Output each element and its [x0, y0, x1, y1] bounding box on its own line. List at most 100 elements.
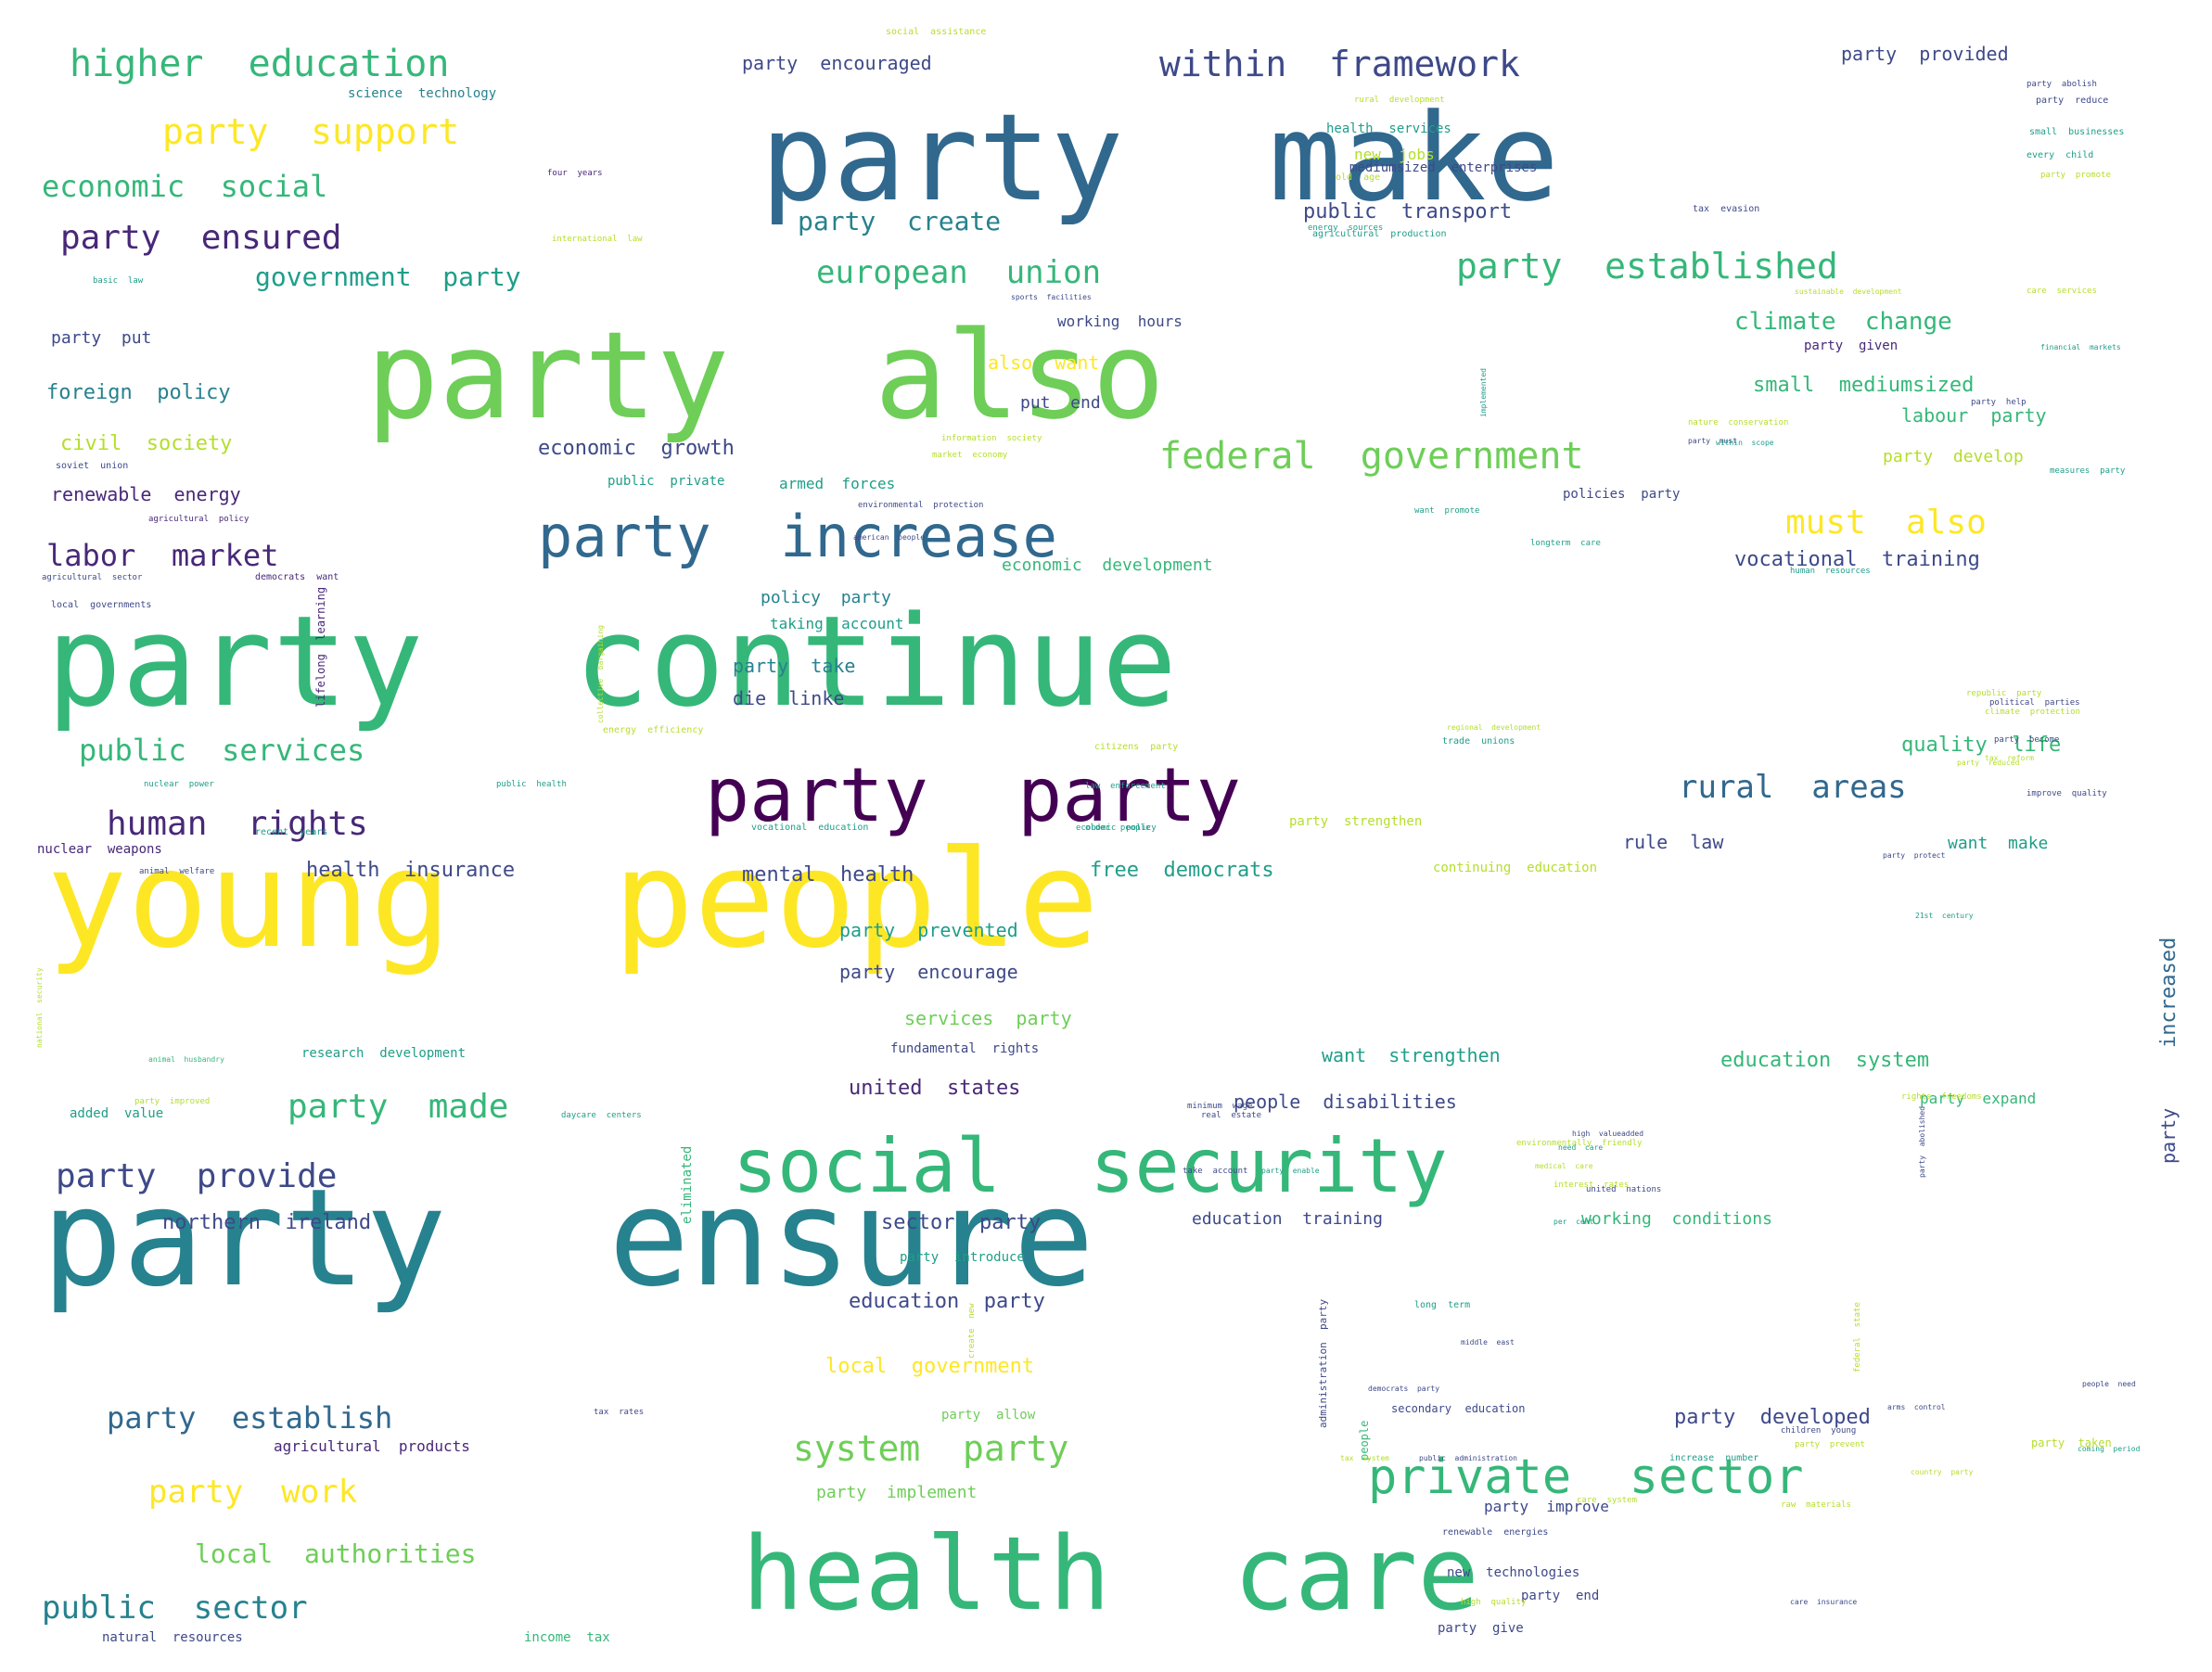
word-high-valueadded: high valueadded	[1572, 1130, 1643, 1138]
word-sports-facilities: sports facilities	[1011, 293, 1092, 301]
word-european-union: european union	[816, 254, 1101, 291]
word-health-insurance: health insurance	[306, 859, 515, 882]
word-government-party: government party	[255, 262, 521, 292]
word-party-reduce: party reduce	[2036, 96, 2108, 106]
word-mental-health: mental health	[742, 863, 914, 887]
word-party-take: party take	[733, 655, 855, 677]
word-care-services: care services	[2027, 287, 2097, 296]
word-environmental-protection: environmental protection	[858, 501, 983, 510]
word-party-create: party create	[798, 206, 1001, 236]
word-education-training: education training	[1192, 1209, 1383, 1229]
word-united-nations: united nations	[1586, 1185, 1661, 1194]
word-social-security: social security	[733, 1123, 1448, 1209]
word-die-linke: die linke	[733, 687, 844, 709]
word-want-promote: want promote	[1414, 506, 1479, 516]
word-long-term: long term	[1414, 1300, 1470, 1310]
word-mediumsized-enterprises: mediumsized enterprises	[1349, 160, 1537, 175]
word-armed-forces: armed forces	[779, 475, 895, 492]
word-labour-party: labour party	[1901, 404, 2047, 427]
word-small-mediumsized: small mediumsized	[1753, 374, 1974, 397]
word-want-make: want make	[1948, 834, 2048, 853]
word-increased: increased	[2157, 938, 2180, 1048]
word-party-continue: party continue	[46, 589, 1177, 734]
word-public-sector: public sector	[42, 1589, 308, 1627]
word-must-also: must also	[1785, 504, 1987, 542]
word-rural-development: rural development	[1354, 96, 1445, 105]
word-new-technologies: new technologies	[1447, 1565, 1579, 1580]
word-renewable-energy: renewable energy	[51, 483, 241, 505]
word-rule-law: rule law	[1623, 831, 1724, 853]
word-tax-system: tax system	[1340, 1454, 1389, 1462]
word-eliminated: eliminated	[680, 1146, 695, 1224]
word-health-care: health care	[742, 1514, 1479, 1633]
word-within-scope: within scope	[1716, 439, 1774, 447]
word-local-authorities: local authorities	[195, 1538, 476, 1569]
word-party-help: party help	[1971, 398, 2027, 407]
word-sector-party: sector party	[881, 1211, 1041, 1234]
word-climate-protection: climate protection	[1985, 708, 2080, 717]
word-party-put: party put	[51, 328, 151, 348]
word-renewable-energies: renewable energies	[1442, 1527, 1548, 1538]
word-party-reduced: party reduced	[1957, 759, 2020, 767]
word-social-assistance: social assistance	[886, 27, 986, 37]
word-party-allow: party allow	[941, 1408, 1036, 1423]
word-group: party make party also party continue young …	[35, 27, 2180, 1645]
word-northern-ireland: northern ireland	[162, 1211, 371, 1234]
word-party-ensure: party ensure	[42, 1160, 1094, 1317]
word-raw-materials: raw materials	[1781, 1500, 1851, 1510]
word-children-young: children young	[1781, 1426, 1856, 1436]
word-public-services: public services	[79, 733, 364, 768]
word-environmentally-friendly: environmentally friendly	[1516, 1139, 1643, 1148]
word-every-child: every child	[2027, 150, 2093, 160]
word-agricultural-sector: agricultural sector	[42, 573, 143, 582]
word-party-support: party support	[162, 111, 459, 152]
word-tax-rates: tax rates	[594, 1408, 644, 1417]
word-country-party: country party	[1911, 1468, 1974, 1476]
word-people-need: people need	[2082, 1380, 2136, 1388]
word-economic-social: economic social	[42, 169, 327, 204]
word-tax-evasion: tax evasion	[1693, 204, 1759, 214]
word-quality-life: quality life	[1901, 734, 2061, 757]
word-democrats-want: democrats want	[255, 572, 339, 582]
word-young-people: young people	[46, 822, 1099, 978]
word-collective-bargaining: collective bargaining	[596, 625, 605, 723]
word-21st-century: 21st century	[1915, 912, 1974, 920]
word-party-introduce: party introduce	[900, 1250, 1025, 1265]
word-party-make: party make	[761, 87, 1559, 228]
word-economic-growth: economic growth	[538, 437, 735, 460]
word-policies-party: policies party	[1563, 487, 1680, 502]
word-education-system: education system	[1720, 1049, 1929, 1072]
word-vocational-training: vocational training	[1734, 548, 1980, 571]
word-federal-government: federal government	[1159, 435, 1584, 478]
word-party-increase: party increase	[538, 503, 1057, 570]
word-local-government: local government	[825, 1355, 1034, 1378]
word-party-prevented: party prevented	[839, 919, 1018, 941]
word-democrats-party: democrats party	[1368, 1385, 1439, 1393]
word-party-give: party give	[1438, 1621, 1524, 1636]
word-party-become: party become	[1994, 735, 2059, 745]
word-national-security: national security	[35, 967, 44, 1048]
word-people-disabilities: people disabilities	[1234, 1091, 1457, 1113]
word-soviet-union: soviet union	[56, 461, 128, 471]
word-human-resources: human resources	[1790, 567, 1871, 576]
word-income-tax: income tax	[524, 1630, 610, 1645]
word-party-provide: party provide	[56, 1157, 337, 1195]
word-party-developed: party developed	[1674, 1406, 1871, 1429]
word-natural-resources: natural resources	[102, 1630, 243, 1645]
word-old-age: old age	[1336, 172, 1380, 183]
word-political-parties: political parties	[1989, 698, 2080, 708]
word-financial-markets: financial markets	[2040, 343, 2121, 351]
word-united-states: united states	[849, 1077, 1020, 1100]
word-trade-unions: trade unions	[1442, 736, 1515, 747]
word-secondary-education: secondary education	[1391, 1402, 1526, 1415]
word-citizens-party: citizens party	[1094, 742, 1178, 752]
word-economic-policy: economic policy	[1076, 823, 1157, 833]
word-party-prevent: party prevent	[1795, 1440, 1865, 1449]
word-increase-number: increase number	[1669, 1453, 1758, 1463]
word-medical-care: medical care	[1535, 1162, 1593, 1170]
word-services-party: services party	[904, 1007, 1072, 1029]
word-minimum-wage: minimum wage	[1187, 1102, 1252, 1111]
word-foreign-policy: foreign policy	[46, 381, 231, 404]
word-party-must: party must	[1688, 437, 1737, 445]
word-republic-party: republic party	[1966, 689, 2042, 698]
